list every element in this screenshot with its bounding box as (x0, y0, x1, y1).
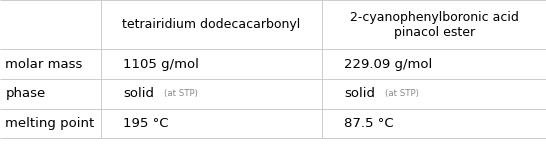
Text: 229.09 g/mol: 229.09 g/mol (344, 58, 432, 71)
Text: 87.5 °C: 87.5 °C (344, 117, 394, 130)
Text: (at STP): (at STP) (164, 89, 198, 98)
Text: melting point: melting point (5, 117, 94, 130)
Text: solid: solid (123, 87, 154, 100)
Text: 1105 g/mol: 1105 g/mol (123, 58, 199, 71)
Text: 2-cyanophenylboronic acid
pinacol ester: 2-cyanophenylboronic acid pinacol ester (349, 11, 519, 39)
Text: phase: phase (5, 87, 46, 100)
Text: 195 °C: 195 °C (123, 117, 168, 130)
Text: (at STP): (at STP) (385, 89, 419, 98)
Text: tetrairidium dodecacarbonyl: tetrairidium dodecacarbonyl (122, 18, 301, 31)
Text: molar mass: molar mass (5, 58, 83, 71)
Text: solid: solid (344, 87, 375, 100)
